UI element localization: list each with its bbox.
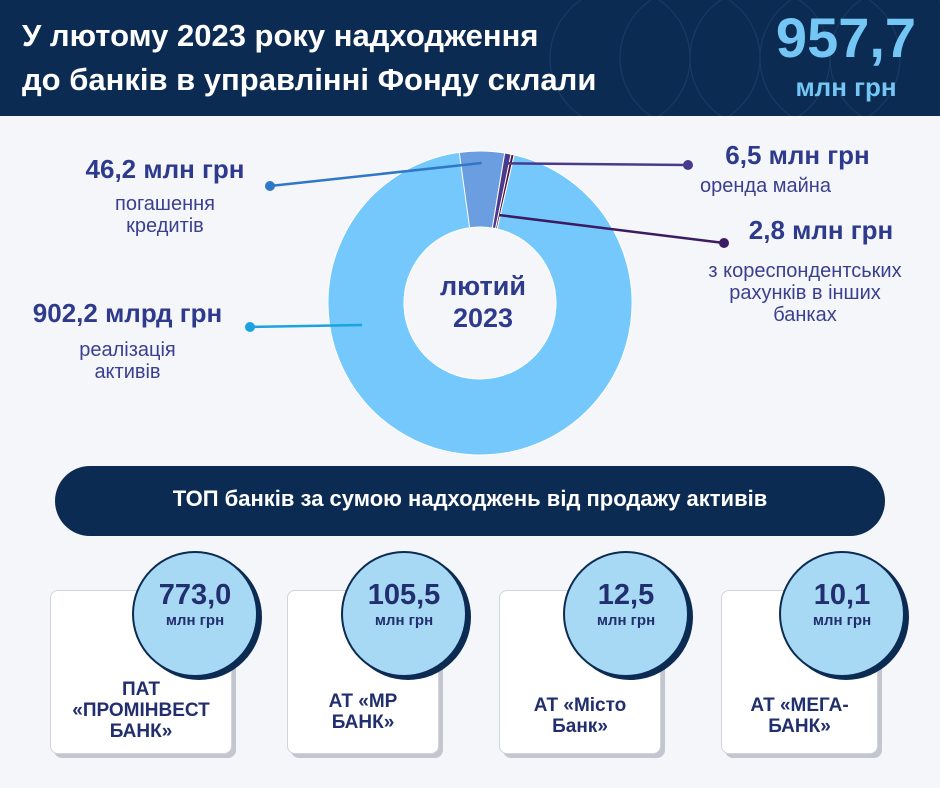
leader-rent — [506, 162, 689, 167]
bank-name-4-line-2: БАНК» — [768, 716, 831, 737]
leader-rent-dot — [683, 160, 693, 170]
label-corr-value-wrap: 2,8 млн грн — [736, 215, 906, 246]
page-title: У лютому 2023 року надходження до банків… — [22, 14, 742, 102]
label-rent-value: 6,5 млн грн — [725, 140, 870, 170]
bank-amount-circle-2: 105,5 млн грн — [341, 551, 467, 677]
total-unit: млн грн — [795, 72, 897, 102]
bank-unit-1: млн грн — [165, 612, 225, 629]
label-corr-desc-3: банках — [773, 304, 837, 326]
bank-name-4: АТ «МЕГА- БАНК» — [722, 695, 877, 737]
leader-assets — [249, 323, 363, 329]
bank-amount-circle-1: 773,0 млн грн — [132, 551, 258, 677]
chart-center-year: 2023 — [452, 303, 514, 333]
bank-name-2-line-2: БАНК» — [331, 712, 395, 733]
bank-unit-4: млн грн — [812, 612, 872, 629]
bank-name-4-line-1: АТ «МЕГА- — [750, 695, 849, 716]
leader-corr-dot — [719, 238, 729, 248]
bank-name-3-line-2: Банк» — [552, 716, 608, 737]
label-credits: 46,2 млн грн погашення кредитів — [60, 154, 270, 237]
leader-corr — [499, 213, 725, 245]
slice-assets — [327, 151, 633, 456]
label-assets-desc-1: реалізація — [79, 339, 176, 361]
bank-name-1-line-1: ПАТ — [121, 679, 161, 700]
label-assets: 902,2 млрд грн реалізація активів — [5, 298, 250, 383]
bank-amount-3: 12,5 — [597, 579, 655, 611]
label-corr: з кореспондентських рахунків в інших бан… — [672, 260, 938, 326]
leader-credits-dot — [265, 181, 275, 191]
label-assets-desc-2: активів — [94, 361, 161, 383]
donut-chart — [245, 150, 729, 456]
header-pattern — [549, 0, 940, 116]
label-corr-desc-2: рахунків в інших — [729, 282, 881, 304]
leader-credits — [269, 161, 482, 188]
chart-center-label: лютий 2023 — [408, 270, 558, 334]
bank-amount-circle-3: 12,5 млн грн — [563, 551, 689, 677]
bank-unit-3: млн грн — [596, 612, 656, 629]
total-value: 957,7 — [775, 6, 917, 69]
bank-unit-2: млн грн — [374, 612, 434, 629]
bank-amount-2: 105,5 — [367, 579, 441, 611]
label-corr-value: 2,8 млн грн — [748, 215, 894, 245]
bank-name-2-line-1: АТ «МР — [328, 691, 398, 712]
label-rent: 6,5 млн грн оренда майна — [700, 140, 895, 197]
label-corr-desc-1: з кореспондентських — [708, 260, 902, 282]
bank-amount-1: 773,0 — [158, 579, 232, 611]
header-banner: У лютому 2023 року надходження до банків… — [0, 0, 940, 116]
chart-center-month: лютий — [440, 271, 526, 301]
label-credits-desc-1: погашення — [114, 193, 216, 215]
label-assets-value: 902,2 млрд грн — [32, 298, 223, 328]
bank-amount-circle-4: 10,1 млн грн — [779, 551, 905, 677]
label-credits-value: 46,2 млн грн — [85, 154, 245, 184]
bank-name-1-line-3: БАНК» — [109, 721, 173, 742]
title-line-1: У лютому 2023 року надходження — [22, 18, 539, 53]
title-line-2: до банків в управлінні Фонду склали — [22, 62, 597, 97]
bank-name-1-line-2: «ПРОМІНВЕСТ — [72, 700, 210, 721]
bank-amount-4: 10,1 — [813, 579, 871, 611]
leader-assets-dot — [245, 322, 255, 332]
bank-name-3-line-1: АТ «Місто — [533, 695, 627, 716]
label-rent-desc: оренда майна — [700, 175, 831, 197]
label-credits-desc-2: кредитів — [126, 215, 204, 237]
bank-name-3: АТ «Місто Банк» — [500, 695, 660, 737]
bank-name-2: АТ «МР БАНК» — [288, 691, 438, 733]
bank-name-1: ПАТ «ПРОМІНВЕСТ БАНК» — [51, 679, 231, 742]
top-banks-banner: ТОП банків за сумою надходжень від прода… — [55, 466, 885, 536]
